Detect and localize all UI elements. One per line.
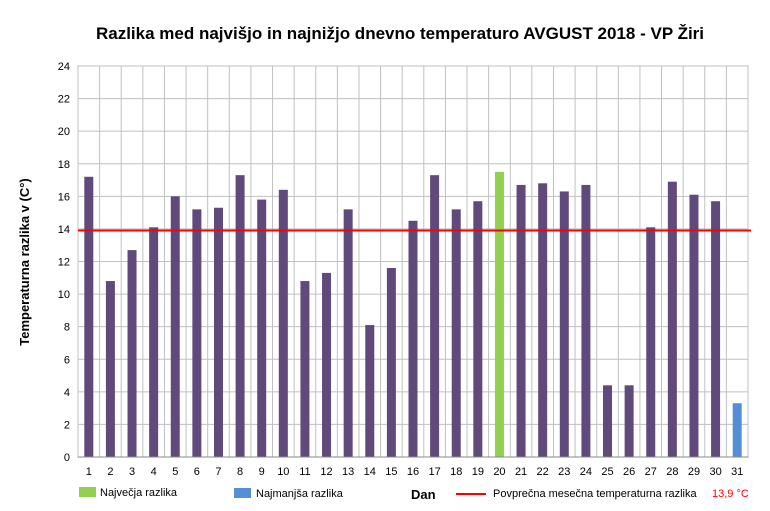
y-tick-label: 8	[64, 322, 70, 334]
y-tick-label: 12	[58, 257, 70, 269]
bar-day-31	[732, 403, 742, 457]
x-tick-label: 9	[259, 466, 265, 478]
x-tick-label: 2	[107, 466, 113, 478]
bar-day-5	[170, 196, 180, 458]
x-tick-label: 5	[172, 466, 178, 478]
bar-day-15	[386, 268, 396, 457]
bar-day-23	[559, 191, 569, 457]
x-tick-label: 22	[537, 466, 549, 478]
x-tick-label: 14	[364, 466, 376, 478]
bar-day-30	[711, 201, 721, 457]
x-tick-label: 10	[277, 466, 289, 478]
y-tick-label: 0	[64, 452, 70, 464]
bar-day-19	[473, 201, 483, 457]
x-tick-label: 19	[472, 466, 484, 478]
bar-day-7	[213, 207, 223, 457]
chart-title: Razlika med najvišjo in najnižjo dnevno …	[96, 24, 704, 43]
x-tick-label: 16	[407, 466, 419, 478]
bar-day-1	[84, 176, 94, 458]
x-tick-label: 26	[623, 466, 635, 478]
x-tick-label: 15	[385, 466, 397, 478]
bar-day-28	[667, 181, 677, 457]
x-tick-label: 27	[645, 466, 657, 478]
bar-day-2	[105, 281, 115, 457]
x-tick-label: 24	[580, 466, 592, 478]
x-tick-label: 17	[428, 466, 440, 478]
legend-min-label: Najmanjša razlika	[256, 488, 344, 500]
legend-avg-value: 13,9 °C	[712, 488, 749, 500]
bar-day-20	[494, 171, 504, 458]
bar-day-12	[322, 272, 332, 457]
x-tick-label: 6	[194, 466, 200, 478]
x-tick-label: 25	[601, 466, 613, 478]
x-tick-label: 11	[299, 466, 310, 478]
y-tick-label: 24	[58, 61, 70, 73]
bar-day-18	[451, 209, 461, 457]
x-tick-label: 3	[129, 466, 135, 478]
bar-day-14	[365, 325, 375, 457]
x-tick-label: 18	[450, 466, 462, 478]
y-tick-label: 10	[58, 289, 70, 301]
y-tick-label: 16	[58, 191, 70, 203]
y-tick-label: 4	[64, 387, 70, 399]
bar-day-4	[149, 227, 159, 457]
x-axis-label: Dan	[411, 487, 436, 502]
x-tick-label: 29	[688, 466, 700, 478]
y-axis-label: Temperaturna razlika v (C°)	[17, 178, 32, 346]
x-tick-label: 1	[86, 466, 92, 478]
x-tick-label: 30	[709, 466, 721, 478]
legend-min-swatch	[234, 488, 251, 498]
bar-day-26	[624, 385, 634, 457]
y-tick-label: 22	[58, 94, 70, 106]
bar-day-29	[689, 194, 699, 457]
bar-day-16	[408, 220, 418, 457]
x-tick-label: 8	[237, 466, 243, 478]
bar-day-3	[127, 250, 137, 457]
x-tick-label: 7	[215, 466, 221, 478]
y-tick-label: 6	[64, 354, 70, 366]
bar-day-27	[646, 227, 656, 457]
bar-day-13	[343, 209, 353, 457]
bar-day-9	[257, 199, 267, 457]
bar-day-11	[300, 281, 310, 457]
bar-day-10	[278, 189, 288, 458]
bar-day-17	[430, 175, 440, 457]
bar-day-24	[581, 184, 591, 457]
bar-day-25	[603, 385, 613, 457]
legend-avg-label: Povprečna mesečna temperaturna razlika	[493, 488, 697, 500]
y-tick-label: 2	[64, 419, 70, 431]
x-tick-label: 28	[666, 466, 678, 478]
x-tick-label: 12	[320, 466, 332, 478]
y-tick-label: 14	[58, 224, 70, 236]
bar-day-6	[192, 209, 202, 457]
legend-max-swatch	[79, 487, 96, 497]
bar-day-8	[235, 175, 245, 457]
x-tick-label: 4	[151, 466, 157, 478]
x-tick-label: 13	[342, 466, 354, 478]
x-tick-label: 21	[515, 466, 527, 478]
legend-max-label: Največja razlika	[100, 487, 178, 499]
x-tick-label: 23	[558, 466, 570, 478]
bar-day-22	[538, 183, 548, 458]
bar-day-21	[516, 184, 526, 457]
x-tick-label: 20	[493, 466, 505, 478]
y-tick-label: 20	[58, 126, 70, 138]
x-tick-label: 31	[731, 466, 743, 478]
y-tick-label: 18	[58, 159, 70, 171]
